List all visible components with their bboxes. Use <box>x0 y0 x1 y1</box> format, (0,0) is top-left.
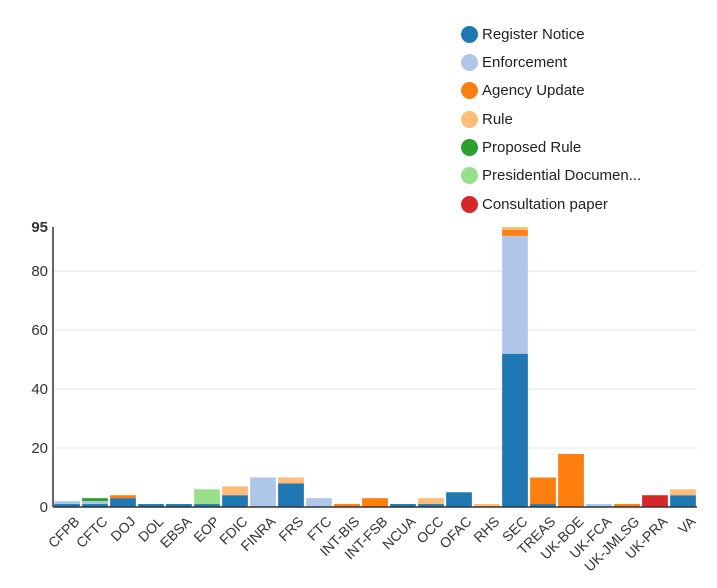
bar-doj-register-notice[interactable] <box>110 498 136 507</box>
legend-label-presidential-documents: Presidential Documen... <box>482 166 642 184</box>
legend-swatch-consultation-paper <box>461 195 478 213</box>
bar-finra-enforcement[interactable] <box>250 477 276 507</box>
bar-treas-agency-update[interactable] <box>530 477 556 505</box>
legend-swatch-rule <box>461 110 478 128</box>
bar-treas-register-notice[interactable] <box>530 504 556 507</box>
axes <box>52 227 697 508</box>
bar-rhs-rule[interactable] <box>474 504 500 507</box>
bar-cfpb-register-notice[interactable] <box>54 504 80 507</box>
bars <box>54 227 696 507</box>
x-tick-label-va: VA <box>675 513 699 537</box>
x-tick-label-cftc: CFTC <box>73 513 111 551</box>
bar-uk-jmlsg-agency-update[interactable] <box>614 504 640 507</box>
x-axis-ticks: CFPBCFTCDOJDOLEBSAEOPFDICFINRAFRSFTCINT-… <box>45 513 699 575</box>
bar-cftc-register-notice[interactable] <box>82 504 108 507</box>
bar-int-fsb-agency-update[interactable] <box>362 498 388 507</box>
legend-label-enforcement: Enforcement <box>482 53 568 71</box>
bar-fdic-register-notice[interactable] <box>222 495 248 507</box>
bar-ncua-register-notice[interactable] <box>390 504 416 507</box>
bar-cftc-proposed-rule[interactable] <box>82 498 108 502</box>
y-axis-ticks: 0 20 40 60 80 95 <box>31 219 48 516</box>
gridlines <box>53 270 697 449</box>
bar-sec-agency-update[interactable] <box>502 229 528 236</box>
bar-occ-rule[interactable] <box>418 498 444 505</box>
bar-occ-register-notice[interactable] <box>418 504 444 507</box>
bar-uk-pra-consultation-paper[interactable] <box>642 495 668 507</box>
legend-item-consultation-paper[interactable]: Consultation paper <box>461 194 608 214</box>
legend-swatch-register-notice <box>461 25 478 43</box>
bar-va-register-notice[interactable] <box>670 495 696 507</box>
x-tick-label-eop: EOP <box>190 513 222 545</box>
legend-swatch-proposed-rule <box>461 138 478 156</box>
bar-ofac-register-notice[interactable] <box>446 492 472 507</box>
y-tick-label-20: 20 <box>31 440 48 457</box>
bar-fdic-rule[interactable] <box>222 486 248 496</box>
y-tick-label-95: 95 <box>31 219 48 236</box>
legend-item-enforcement[interactable]: Enforcement <box>461 52 567 72</box>
bar-sec-register-notice[interactable] <box>502 353 528 507</box>
bar-uk-fca-enforcement[interactable] <box>586 504 612 507</box>
x-tick-label-cfpb: CFPB <box>45 513 83 551</box>
x-tick-label-doj: DOJ <box>107 513 138 544</box>
legend-item-register-notice[interactable]: Register Notice <box>461 24 585 44</box>
bar-cftc-enforcement[interactable] <box>82 501 108 505</box>
legend-label-proposed-rule: Proposed Rule <box>482 138 582 156</box>
bar-ftc-enforcement[interactable] <box>306 498 332 507</box>
legend-swatch-agency-update <box>461 81 478 99</box>
legend-item-agency-update[interactable]: Agency Update <box>461 80 585 100</box>
bar-eop-presidential-documen[interactable] <box>194 489 220 505</box>
bar-frs-rule[interactable] <box>278 477 304 484</box>
bar-int-bis-agency-update[interactable] <box>334 504 360 507</box>
legend-item-proposed-rule[interactable]: Proposed Rule <box>461 137 581 157</box>
x-tick-label-ebsa: EBSA <box>157 513 195 551</box>
bar-sec-enforcement[interactable] <box>502 235 528 354</box>
x-tick-label-ofac: OFAC <box>436 513 474 551</box>
y-tick-label-40: 40 <box>31 381 48 398</box>
bar-dol-register-notice[interactable] <box>138 504 164 507</box>
legend-label-rule: Rule <box>482 110 513 128</box>
legend-label-consultation-paper: Consultation paper <box>482 195 608 213</box>
legend-item-rule[interactable]: Rule <box>461 109 513 129</box>
bar-uk-boe-agency-update[interactable] <box>558 453 584 507</box>
bar-eop-register-notice[interactable] <box>194 504 220 507</box>
y-tick-label-80: 80 <box>31 263 48 280</box>
y-tick-label-0: 0 <box>40 499 48 516</box>
bar-doj-agency-update[interactable] <box>110 495 136 499</box>
bar-cfpb-enforcement[interactable] <box>54 501 80 505</box>
bar-frs-register-notice[interactable] <box>278 483 304 507</box>
bar-sec-rule[interactable] <box>502 227 528 230</box>
legend-swatch-enforcement <box>461 53 478 71</box>
legend-label-agency-update: Agency Update <box>482 81 585 99</box>
legend-swatch-presidential-documents <box>461 166 478 184</box>
x-tick-label-ncua: NCUA <box>379 513 419 553</box>
legend-item-presidential-documents[interactable]: Presidential Documen... <box>461 165 641 185</box>
bar-va-rule[interactable] <box>670 489 696 496</box>
y-tick-label-60: 60 <box>31 322 48 339</box>
x-tick-label-frs: FRS <box>275 513 306 544</box>
x-tick-label-rhs: RHS <box>470 513 502 545</box>
bar-ebsa-register-notice[interactable] <box>166 504 192 507</box>
legend-label-register-notice: Register Notice <box>482 25 585 43</box>
